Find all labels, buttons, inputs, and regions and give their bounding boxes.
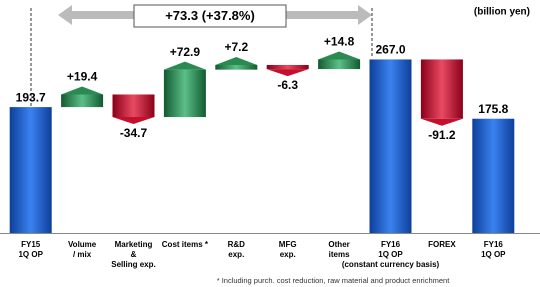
- annotation-box: [133, 4, 287, 28]
- x-tick-label: items: [329, 250, 350, 259]
- decrease-arrow: [420, 118, 463, 126]
- x-tick-label: exp.: [280, 250, 296, 259]
- x-tick-label: R&D: [228, 240, 246, 249]
- increase-arrow: [318, 51, 361, 60]
- annotation: +73.3 (+37.8%): [165, 8, 255, 23]
- decrease-bar: [266, 64, 309, 70]
- x-tick-label: exp.: [228, 250, 244, 259]
- x-tick-label: Other: [328, 240, 349, 249]
- value-label: +7.2: [224, 40, 248, 54]
- unit-label: (billion yen): [474, 7, 530, 18]
- x-tick-label: Marketing: [115, 240, 153, 249]
- x-tick-label: 1Q OP: [18, 250, 43, 259]
- x-tick-label: 1Q OP: [378, 250, 403, 259]
- value-label: -91.2: [428, 128, 456, 142]
- total-bar: [369, 59, 412, 234]
- value-label: +72.9: [170, 45, 201, 59]
- x-tick-label: FY16: [484, 240, 504, 249]
- value-label: 267.0: [375, 43, 405, 57]
- increase-bar: [318, 59, 361, 70]
- decrease-arrow: [112, 117, 155, 125]
- increase-arrow: [163, 61, 206, 70]
- x-tick-label: FY16: [381, 240, 401, 249]
- value-label: +19.4: [67, 70, 98, 84]
- increase-bar: [61, 94, 104, 108]
- total-bar: [472, 118, 515, 233]
- value-label: 193.7: [16, 90, 46, 104]
- x-tick-label: Volume: [68, 240, 97, 249]
- value-label: +14.8: [324, 35, 355, 49]
- x-tick-label: FOREX: [428, 240, 456, 249]
- x-tick-label: 1Q OP: [481, 250, 506, 259]
- x-tick-label: MFG: [279, 240, 297, 249]
- increase-bar: [215, 64, 258, 70]
- value-label: -34.7: [120, 126, 148, 140]
- increase-bar: [163, 69, 206, 118]
- decrease-arrow: [266, 69, 309, 77]
- footnote: * Including purch. cost reduction, raw m…: [217, 276, 451, 285]
- value-label: -6.3: [277, 78, 298, 92]
- increase-arrow: [215, 56, 258, 65]
- x-tick-label: (constant currency basis): [342, 260, 440, 269]
- decrease-bar: [112, 94, 155, 118]
- total-bar: [9, 107, 52, 233]
- x-tick-label: FY15: [21, 240, 41, 249]
- x-tick-label: Selling exp.: [111, 260, 155, 269]
- x-tick-label: / mix: [73, 250, 92, 259]
- value-label: 175.8: [478, 102, 508, 116]
- increase-arrow: [61, 86, 104, 95]
- decrease-bar: [420, 59, 463, 119]
- x-tick-label: &: [131, 250, 137, 259]
- x-tick-label: Cost items *: [162, 240, 209, 249]
